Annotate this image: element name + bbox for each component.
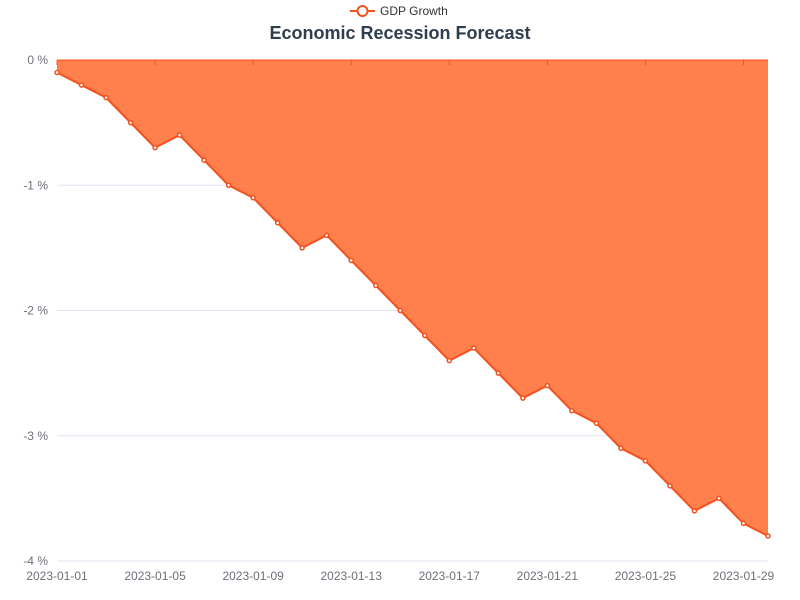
chart-title: Economic Recession Forecast — [269, 23, 530, 43]
data-point[interactable] — [471, 345, 477, 351]
series-line — [56, 71, 769, 537]
data-point[interactable] — [323, 232, 330, 239]
data-point[interactable] — [740, 520, 747, 527]
data-point[interactable] — [201, 157, 207, 163]
x-tick-label: 2023-01-01 — [26, 569, 88, 583]
y-tick-label: -4 % — [23, 554, 48, 568]
y-tick-label: -1 % — [23, 178, 48, 192]
data-point[interactable] — [618, 445, 624, 452]
data-point[interactable] — [372, 282, 379, 289]
data-point[interactable] — [299, 245, 305, 251]
data-point[interactable] — [176, 132, 183, 138]
data-point[interactable] — [225, 182, 232, 188]
data-point[interactable] — [103, 94, 109, 101]
data-point[interactable] — [397, 307, 403, 314]
data-point[interactable] — [544, 382, 551, 389]
data-point[interactable] — [54, 69, 60, 76]
data-point[interactable] — [127, 119, 134, 126]
x-tick-label: 2023-01-21 — [517, 569, 579, 583]
data-point[interactable] — [765, 533, 771, 539]
data-point[interactable] — [274, 220, 281, 226]
data-point[interactable] — [642, 458, 649, 464]
data-point[interactable] — [691, 508, 698, 514]
x-tick-label: 2023-01-29 — [713, 569, 775, 583]
area-fill — [57, 60, 768, 536]
data-point[interactable] — [569, 407, 575, 414]
data-points — [54, 69, 771, 539]
legend-label: GDP Growth — [380, 4, 448, 18]
legend-marker-icon — [356, 5, 369, 17]
data-point[interactable] — [78, 82, 85, 88]
area-layer — [56, 60, 769, 537]
data-point[interactable] — [446, 357, 453, 364]
y-tick-label: -2 % — [23, 304, 48, 318]
x-tick-label: 2023-01-17 — [419, 569, 481, 583]
data-point[interactable] — [520, 395, 526, 401]
data-point[interactable] — [348, 257, 354, 264]
y-axis-ticks: 0 % -1 % -2 % -3 % -4 % — [23, 53, 48, 568]
data-point[interactable] — [422, 332, 428, 339]
data-point[interactable] — [593, 420, 600, 426]
x-tick-label: 2023-01-05 — [124, 569, 186, 583]
data-point[interactable] — [250, 195, 256, 201]
data-point[interactable] — [152, 144, 158, 151]
data-point[interactable] — [667, 483, 673, 489]
y-tick-label: -3 % — [23, 429, 48, 443]
data-point[interactable] — [495, 370, 502, 376]
x-tick-label: 2023-01-09 — [222, 569, 284, 583]
x-tick-label: 2023-01-13 — [321, 569, 383, 583]
x-axis-ticks: 2023-01-01 2023-01-05 2023-01-09 2023-01-13… — [26, 60, 774, 583]
data-point[interactable] — [716, 495, 722, 502]
legend[interactable]: GDP Growth — [350, 4, 448, 18]
x-tick-label: 2023-01-25 — [615, 569, 677, 583]
y-tick-label: 0 % — [27, 53, 48, 67]
